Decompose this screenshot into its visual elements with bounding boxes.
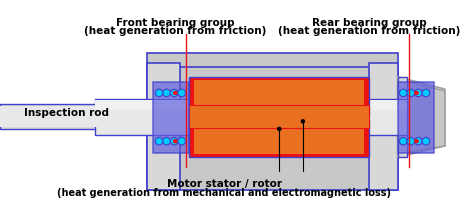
Circle shape bbox=[400, 137, 407, 145]
Bar bbox=[147, 63, 180, 190]
Bar bbox=[189, 119, 369, 157]
Text: Front bearing group: Front bearing group bbox=[116, 18, 235, 28]
Bar bbox=[398, 82, 434, 153]
Circle shape bbox=[415, 91, 419, 95]
Circle shape bbox=[415, 137, 422, 145]
Bar bbox=[398, 77, 407, 157]
Bar bbox=[95, 99, 407, 135]
Bar bbox=[194, 80, 365, 112]
Bar bbox=[189, 77, 369, 115]
Bar bbox=[147, 63, 398, 190]
Circle shape bbox=[170, 137, 178, 145]
Circle shape bbox=[173, 139, 177, 143]
Bar bbox=[154, 82, 189, 153]
Circle shape bbox=[178, 137, 185, 145]
Circle shape bbox=[415, 139, 419, 143]
Circle shape bbox=[422, 89, 430, 97]
Circle shape bbox=[173, 91, 177, 95]
Circle shape bbox=[155, 137, 163, 145]
Circle shape bbox=[415, 89, 422, 97]
Circle shape bbox=[163, 89, 170, 97]
Bar bbox=[0, 106, 114, 127]
Bar bbox=[147, 53, 398, 67]
Text: (heat generation from friction): (heat generation from friction) bbox=[278, 26, 460, 36]
Circle shape bbox=[277, 127, 281, 131]
Circle shape bbox=[400, 89, 407, 97]
Circle shape bbox=[163, 137, 170, 145]
Circle shape bbox=[301, 119, 305, 123]
Circle shape bbox=[170, 89, 178, 97]
Text: Rear bearing group: Rear bearing group bbox=[312, 18, 427, 28]
Bar bbox=[189, 105, 369, 128]
Circle shape bbox=[422, 137, 430, 145]
Text: Inspection rod: Inspection rod bbox=[24, 108, 109, 118]
Text: Motor stator / rotor: Motor stator / rotor bbox=[167, 179, 282, 189]
Text: (heat generation from friction): (heat generation from friction) bbox=[84, 26, 266, 36]
Text: (heat generation from mechanical and electromagnetic loss): (heat generation from mechanical and ele… bbox=[57, 188, 392, 198]
Polygon shape bbox=[398, 77, 445, 157]
Circle shape bbox=[155, 89, 163, 97]
Bar bbox=[369, 63, 398, 190]
Circle shape bbox=[407, 137, 415, 145]
Bar bbox=[194, 122, 365, 154]
Bar bbox=[0, 104, 147, 129]
Bar bbox=[95, 100, 407, 110]
Polygon shape bbox=[407, 82, 445, 153]
Circle shape bbox=[178, 89, 185, 97]
Circle shape bbox=[407, 89, 415, 97]
